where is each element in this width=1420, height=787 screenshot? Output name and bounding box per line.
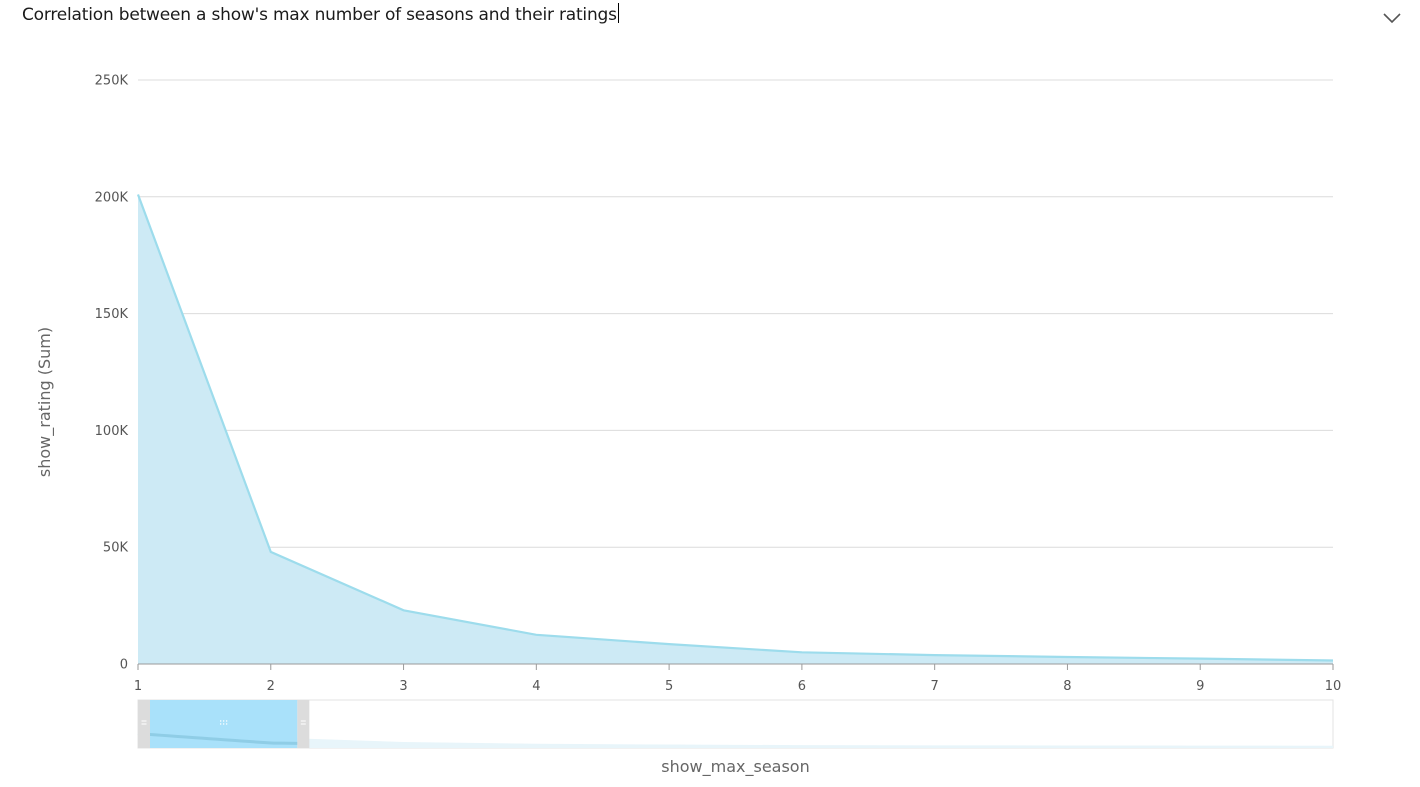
series-area xyxy=(136,194,1334,665)
title-bar: Correlation between a show's max number … xyxy=(0,0,1420,36)
x-tick-label: 3 xyxy=(399,679,407,694)
y-tick-label: 150K xyxy=(95,307,129,322)
range-slider[interactable] xyxy=(137,699,1334,749)
grip-dot xyxy=(222,723,225,725)
chevron-down-icon xyxy=(1383,13,1401,24)
y-tick-label: 0 xyxy=(120,658,128,673)
collapse-toggle-button[interactable] xyxy=(1380,6,1404,30)
grip-dot xyxy=(219,720,222,722)
chart-title-text[interactable]: Correlation between a show's max number … xyxy=(22,3,619,25)
y-tick-label: 200K xyxy=(95,190,129,205)
y-tick-label: 250K xyxy=(95,74,129,89)
grip-dot xyxy=(219,723,222,725)
x-tick-label: 6 xyxy=(798,679,806,694)
text-cursor xyxy=(617,3,619,23)
x-tick-label: 8 xyxy=(1063,679,1071,694)
x-tick-label: 5 xyxy=(665,679,673,694)
series-area-fill xyxy=(138,194,1333,665)
x-tick-label: 7 xyxy=(931,679,939,694)
handle-grip-icon xyxy=(141,720,147,725)
x-tick-label: 9 xyxy=(1196,679,1204,694)
y-tick-label: 50K xyxy=(103,541,129,556)
x-axis-ticks: 1 2 3 4 5 6 7 8 9 10 xyxy=(134,664,1341,694)
grip-dot xyxy=(225,720,228,722)
handle-grip-icon xyxy=(300,720,306,725)
x-tick-label: 1 xyxy=(134,679,142,694)
y-tick-label: 100K xyxy=(95,424,129,439)
x-axis-title: show_max_season xyxy=(661,757,809,777)
series-line xyxy=(136,194,1334,662)
slider-selection-curve xyxy=(137,732,298,745)
y-axis: 0 50K 100K 150K 200K 250K xyxy=(95,74,129,673)
y-axis-title: show_rating (Sum) xyxy=(35,327,55,477)
grid-lines xyxy=(138,79,1333,548)
x-tick-label: 4 xyxy=(532,679,540,694)
grip-dot xyxy=(225,723,228,725)
chart-title: Correlation between a show's max number … xyxy=(22,5,617,25)
grip-dot xyxy=(222,720,225,722)
grip-dots-icon xyxy=(219,720,228,725)
x-tick-label: 2 xyxy=(267,679,275,694)
x-tick-label: 10 xyxy=(1325,679,1342,694)
